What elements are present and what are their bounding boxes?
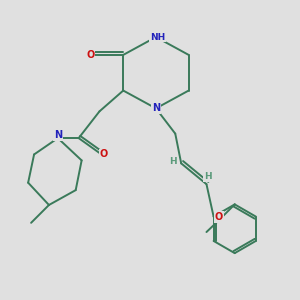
Text: N: N	[54, 130, 62, 140]
Text: O: O	[215, 212, 223, 222]
Text: O: O	[86, 50, 95, 60]
Text: H: H	[169, 158, 177, 166]
Text: H: H	[204, 172, 212, 181]
Text: NH: NH	[150, 33, 165, 42]
Text: N: N	[152, 103, 160, 113]
Text: O: O	[100, 149, 108, 160]
